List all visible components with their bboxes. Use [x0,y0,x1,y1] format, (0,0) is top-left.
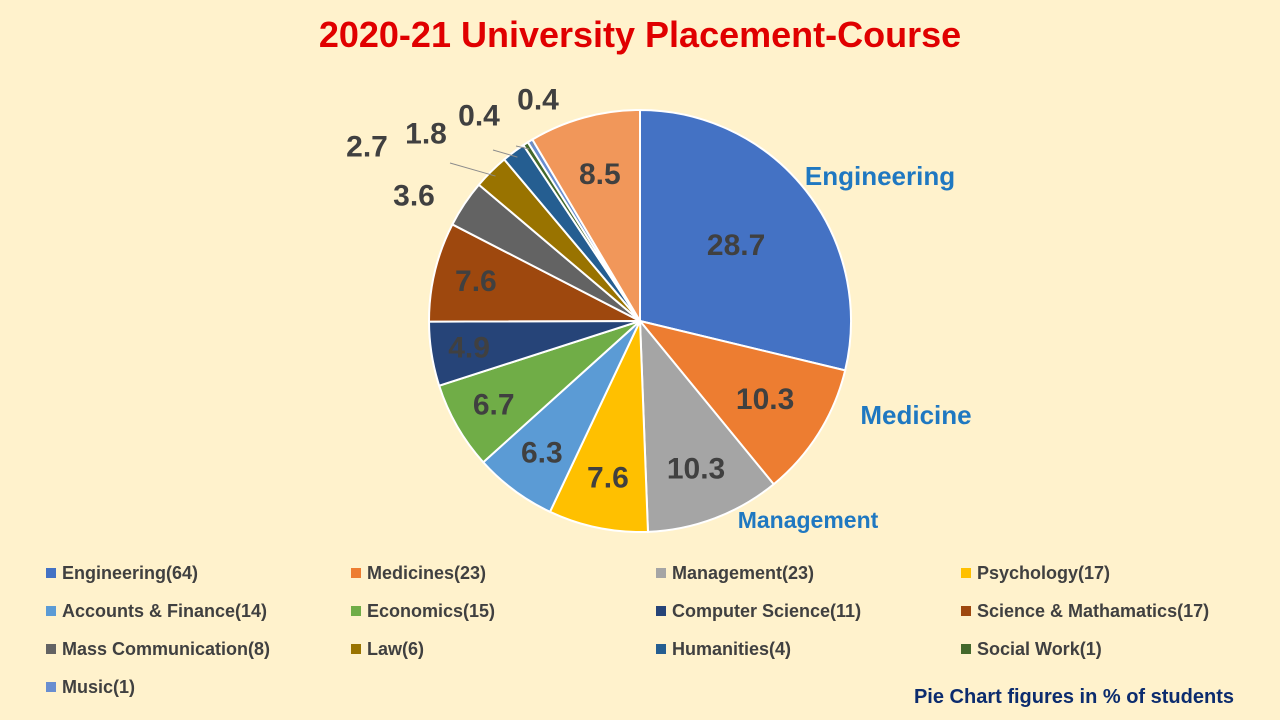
pie-slice [531,108,641,325]
data-label: 6.7 [473,389,515,422]
legend-label: Medicines(23) [367,562,487,583]
pie-slice [428,223,641,323]
legend-item: Music(1) [46,674,351,700]
data-label: 7.6 [455,265,497,298]
legend-label: Social Work(1) [977,638,1102,659]
chart-title: 2020-21 University Placement-Course [318,14,962,55]
legend-label: Science & Mathamatics(17) [977,600,1210,621]
legend-item: Engineering(64) [46,560,351,586]
data-label: 3.6 [393,180,435,213]
legend-label: Engineering(64) [62,562,199,583]
leader-line [515,145,530,150]
legend-item: Computer Science(11) [656,598,961,624]
legend-label: Economics(15) [367,600,496,621]
legend-swatch [351,606,361,616]
legend-item: Humanities(4) [656,636,961,662]
data-label: 1.8 [405,118,447,151]
legend-label: Humanities(4) [672,638,792,659]
legend-label: Computer Science(11) [672,600,862,621]
legend-swatch [961,568,971,578]
legend-label: Management(23) [672,562,815,583]
legend-swatch [46,644,56,654]
legend-label: Mass Communication(8) [62,638,271,659]
legend-item: Accounts & Finance(14) [46,598,351,624]
legend-item: Medicines(23) [351,560,656,586]
data-label: 4.9 [448,332,490,365]
pie-slice [548,320,650,533]
legend-item: Management(23) [656,560,961,586]
data-label: 8.5 [579,158,621,191]
data-label: 6.3 [521,437,563,470]
category-label: Engineering [805,161,955,191]
data-label: 2.7 [346,131,388,164]
legend-item: Economics(15) [351,598,656,624]
category-label: Management [738,507,879,533]
footnote: Pie Chart figures in % of students [913,686,1234,708]
legend-swatch [656,644,666,654]
data-label: 0.4 [458,100,500,133]
legend-swatch [46,568,56,578]
legend-item: Science & Mathamatics(17) [961,598,1266,624]
legend-label: Accounts & Finance(14) [62,600,268,621]
pie-slice [639,108,852,372]
legend-swatch [351,644,361,654]
legend-swatch [46,682,56,692]
pie-slice [637,319,847,486]
data-label: 10.3 [667,452,725,485]
legend-item: Social Work(1) [961,636,1266,662]
legend-label: Psychology(17) [977,562,1111,583]
leader-line [492,149,518,158]
category-label: Medicine [860,400,971,430]
legend-item: Law(6) [351,636,656,662]
legend-label: Law(6) [367,638,425,659]
data-label: 0.4 [517,84,559,117]
pie-chart: 28.7 Engineering 10.3 Medicine 10.3 Managemen… [346,84,971,534]
data-label: 7.6 [587,462,629,495]
legend-item: Mass Communication(8) [46,636,351,662]
legend: Engineering(64) Medicines(23) Management(2… [46,560,1266,700]
data-label: 10.3 [736,383,794,416]
pie-slice [638,318,776,533]
legend-swatch [46,606,56,616]
legend-swatch [961,606,971,616]
leader-line [449,162,496,177]
data-label: 28.7 [707,229,765,262]
legend-swatch [961,644,971,654]
legend-swatch [656,568,666,578]
legend-item: Psychology(17) [961,560,1266,586]
legend-swatch [656,606,666,616]
legend-label: Music(1) [62,676,136,697]
legend-swatch [351,568,361,578]
